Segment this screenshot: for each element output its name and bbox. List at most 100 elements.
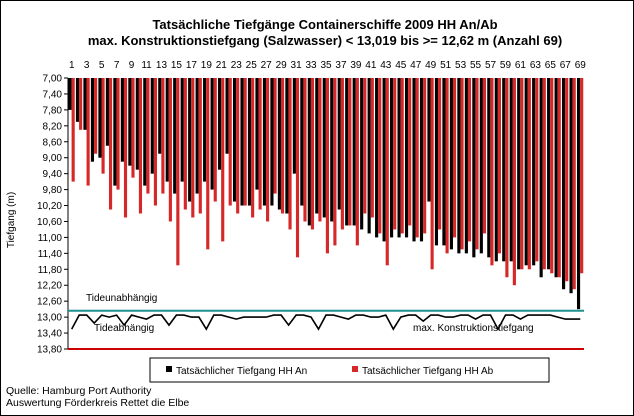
bar-an xyxy=(143,78,147,186)
bar-an xyxy=(404,78,409,238)
bar-an xyxy=(547,78,551,270)
bar-an xyxy=(322,78,326,218)
bar-ab xyxy=(168,78,172,222)
bar-ab xyxy=(467,78,472,242)
bar-an xyxy=(128,78,132,166)
bar-ab xyxy=(86,78,90,186)
bar-ab xyxy=(101,78,105,174)
bar-an xyxy=(113,78,117,186)
bar-an xyxy=(300,78,304,206)
y-tick-label: 11,80 xyxy=(38,265,63,276)
x-tick-label: 1 xyxy=(69,60,75,71)
bar-an xyxy=(457,78,461,254)
y-tick-label: 9,80 xyxy=(43,185,63,196)
x-tick-label: 49 xyxy=(425,60,437,71)
x-tick-label: 63 xyxy=(530,60,542,71)
x-tick-label: 25 xyxy=(246,60,258,71)
bar-an xyxy=(509,78,513,262)
bar-ab xyxy=(146,78,150,194)
bar-ab xyxy=(580,78,584,274)
bar-an xyxy=(90,78,95,162)
bar-an xyxy=(150,78,154,174)
y-tick-label: 12,20 xyxy=(37,281,62,292)
bar-an xyxy=(449,78,453,250)
bar-an xyxy=(135,78,139,170)
x-tick-label: 37 xyxy=(335,60,347,71)
legend: Tatsächlicher Tiefgang HH An Tatsächliche… xyxy=(149,357,550,383)
bar-an xyxy=(352,78,356,226)
bar-ab xyxy=(213,78,217,202)
y-tick-label: 10,20 xyxy=(37,201,62,212)
annotation-tideunabhaengig: Tideunabhängig xyxy=(86,293,157,304)
y-tick-label: 7,40 xyxy=(43,89,63,100)
bar-ab xyxy=(243,78,247,206)
bar-ab xyxy=(378,78,382,234)
bar-ab xyxy=(557,78,561,278)
bar-an xyxy=(554,78,558,278)
y-tick-label: 7,00 xyxy=(43,74,63,85)
bar-ab xyxy=(572,78,576,290)
legend-swatch-ab xyxy=(352,366,358,372)
bar-ab xyxy=(393,78,397,230)
x-tick-label: 57 xyxy=(485,60,497,71)
x-tick-label: 59 xyxy=(500,60,512,71)
x-tick-label: 7 xyxy=(114,60,120,71)
x-tick-label: 47 xyxy=(410,60,422,71)
bar-an xyxy=(494,78,498,262)
author-line: Auswertung Förderkreis Rettet die Elbe xyxy=(6,397,190,409)
bar-ab xyxy=(251,78,255,218)
bar-ab xyxy=(236,78,240,214)
bar-ab xyxy=(520,78,524,270)
bar-an xyxy=(434,78,439,246)
bar-ab xyxy=(363,78,367,214)
x-tick-label: 43 xyxy=(380,60,392,71)
bar-ab xyxy=(333,78,337,246)
bar-ab xyxy=(108,78,113,210)
bar-ab xyxy=(348,78,352,226)
x-tick-label: 53 xyxy=(455,60,467,71)
bar-ab xyxy=(542,78,546,270)
bar-an xyxy=(173,78,177,194)
x-tick-label: 31 xyxy=(291,60,303,71)
bar-ab xyxy=(423,78,427,234)
x-tick-label: 19 xyxy=(201,60,213,71)
bar-ab xyxy=(71,78,75,182)
bar-ab xyxy=(340,78,344,230)
bar-ab xyxy=(370,78,374,218)
bar-an xyxy=(180,78,184,182)
bar-an xyxy=(165,78,169,182)
y-tick-label: 11,00 xyxy=(38,233,63,244)
legend-label-ab: Tatsächlicher Tiefgang HH Ab xyxy=(362,366,494,377)
bar-an xyxy=(502,78,506,262)
bar-ab xyxy=(535,78,539,262)
bar-an xyxy=(105,78,109,146)
x-tick-label: 51 xyxy=(440,60,452,71)
bar-ab xyxy=(295,78,300,258)
x-tick-label: 65 xyxy=(545,60,557,71)
bar-an xyxy=(412,78,416,242)
bar-an xyxy=(203,78,207,182)
bar-an xyxy=(98,78,102,158)
bar-an xyxy=(524,78,528,266)
y-tick-label: 9,40 xyxy=(43,169,63,180)
bar-ab xyxy=(527,78,531,270)
bar-an xyxy=(262,78,267,206)
x-tick-label: 21 xyxy=(216,60,228,71)
bar-an xyxy=(576,78,581,310)
bar-ab xyxy=(460,78,464,250)
bar-an xyxy=(562,78,566,290)
x-tick-label: 13 xyxy=(156,60,168,71)
bar-ab xyxy=(415,78,419,238)
y-tick-label: 13,40 xyxy=(37,329,62,340)
y-tick-label: 11,40 xyxy=(38,249,63,260)
y-tick-label: 7,80 xyxy=(43,105,63,116)
plot-area: 7,00 7,40 7,80 8,20 8,60 9,00 9,40 9,80 10,20 10,… xyxy=(37,60,586,356)
bar-ab xyxy=(79,78,83,130)
source-note: Quelle: Hamburg Port Authority Auswertun… xyxy=(6,385,189,409)
y-tick-label: 8,60 xyxy=(43,137,63,148)
bar-ab xyxy=(438,78,442,230)
max-konstruktionstiefgang-line xyxy=(70,314,581,331)
bar-an xyxy=(345,78,349,226)
bar-an xyxy=(315,78,319,214)
bar-ab xyxy=(318,78,322,222)
